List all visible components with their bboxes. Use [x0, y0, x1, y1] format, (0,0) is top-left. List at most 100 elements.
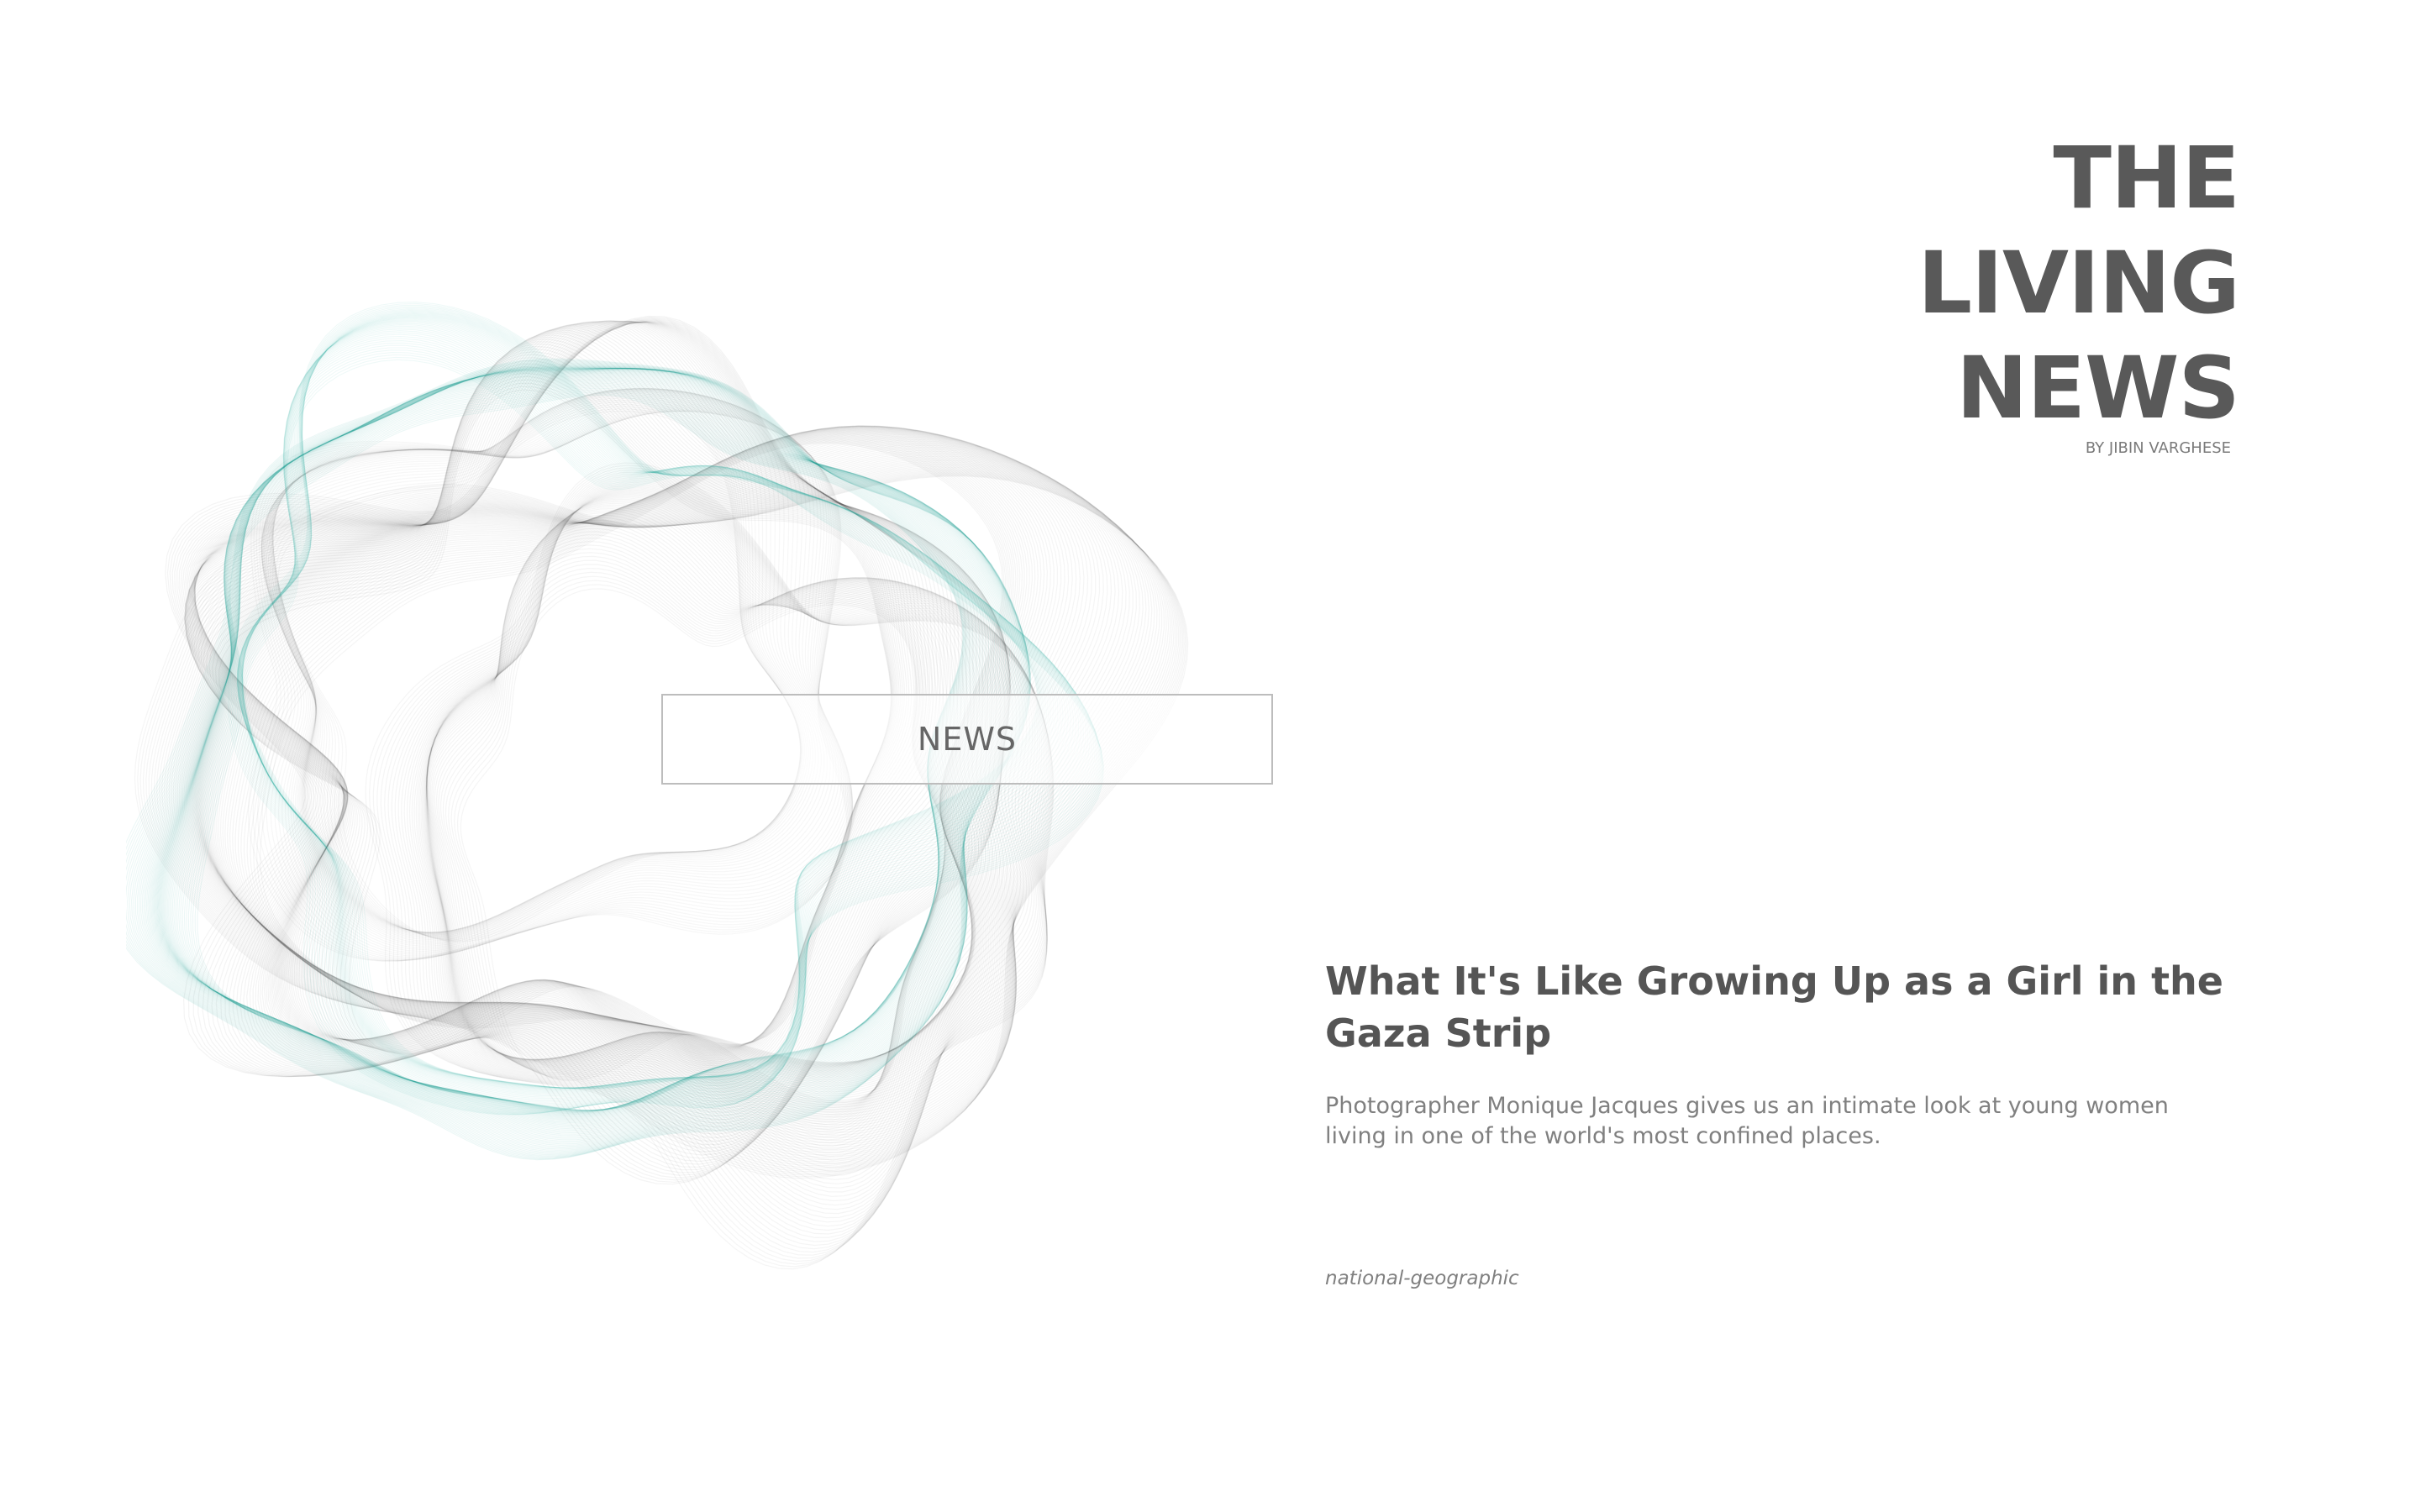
ribbon-strand	[192, 320, 972, 1106]
ribbon-strand	[384, 474, 1052, 1256]
ribbon-strand	[272, 406, 802, 940]
site-title-line-1: THE	[2053, 129, 2240, 228]
ribbon-strand	[189, 442, 1134, 1121]
ribbon-strand	[203, 425, 1065, 1083]
ribbon-strand	[264, 387, 822, 935]
ribbon-strand	[204, 425, 1062, 1081]
ribbon-strand	[266, 399, 802, 937]
ribbon-strand	[397, 480, 1048, 1242]
ribbon-strand	[229, 303, 1104, 1116]
ribbon-strand	[235, 308, 1102, 1112]
ribbon-strand	[198, 428, 1089, 1093]
article-summary: Photographer Monique Jacques gives us an…	[1325, 1093, 2169, 1149]
ribbon-strand	[171, 459, 1167, 1151]
ribbon-strand	[186, 325, 940, 1079]
ribbon-strand	[156, 368, 1003, 1126]
ribbon-strand	[255, 410, 850, 962]
ribbon-strand	[192, 391, 965, 1111]
ribbon-strand	[239, 312, 1097, 1108]
ribbon-strand	[175, 457, 1163, 1146]
ribbon-strand	[211, 426, 1045, 1074]
ribbon-strand	[168, 375, 978, 1114]
ribbon-strand	[264, 397, 802, 937]
ribbon-strand	[240, 321, 1077, 1095]
ribbon-strand	[237, 330, 1059, 1090]
ribbon-strand	[214, 427, 1039, 1073]
ribbon-strand	[241, 318, 1084, 1100]
ribbon-strand	[240, 319, 1080, 1097]
ribbon-strand	[270, 403, 853, 955]
ribbon-strand	[240, 352, 1041, 1089]
ribbon-strand	[387, 475, 1051, 1253]
ribbon-strand	[176, 381, 971, 1112]
ribbon-strand	[260, 391, 807, 933]
ribbon-strand	[183, 321, 1007, 1163]
ribbon-strand	[188, 351, 903, 1054]
ribbon-strand	[193, 436, 1120, 1110]
ribbon-strand	[454, 580, 946, 1105]
ribbon-strand	[166, 373, 981, 1116]
ribbon-strand	[186, 327, 937, 1076]
ribbon-strand	[194, 320, 986, 1124]
ribbon-strand	[208, 425, 1051, 1077]
article-source-link[interactable]: national-geographic	[1325, 1268, 1519, 1289]
ribbon-strand	[258, 409, 851, 962]
ribbon-strand	[176, 319, 1010, 1173]
ribbon-strand	[190, 321, 1002, 1149]
ribbon-strand	[272, 397, 849, 948]
ribbon-strand	[126, 362, 1030, 1157]
ribbon-strand	[150, 368, 1017, 1137]
ribbon-strand	[243, 356, 1039, 1089]
ribbon-strand	[187, 323, 948, 1084]
category-news-button[interactable]: NEWS	[661, 694, 1273, 785]
ribbon-strand	[193, 320, 992, 1131]
ribbon-strand	[150, 470, 1181, 1168]
ribbon-strand	[203, 372, 894, 1050]
ribbon-strand	[187, 389, 965, 1111]
ribbon-strand	[197, 431, 1101, 1099]
ribbon-strand	[450, 575, 946, 1107]
ribbon-strand	[141, 366, 1024, 1145]
ribbon-strand	[275, 408, 802, 942]
ribbon-strand	[265, 388, 825, 936]
ribbon-strand	[160, 370, 992, 1120]
ribbon-strand	[157, 368, 999, 1124]
ribbon-strand	[156, 468, 1178, 1165]
ribbon-strand	[129, 364, 1029, 1153]
ribbon-strand	[252, 410, 849, 962]
ribbon-strand	[148, 471, 1182, 1171]
ribbon-strand	[188, 323, 951, 1087]
ribbon-strand	[193, 360, 898, 1052]
ribbon-strand	[178, 454, 1158, 1142]
ribbon-strand	[171, 378, 974, 1113]
ribbon-strand	[240, 312, 1097, 1107]
ribbon-strand	[178, 320, 1010, 1171]
ribbon-strand	[158, 368, 997, 1122]
ribbon-strand	[126, 363, 1030, 1156]
ribbon-strand	[172, 459, 1165, 1148]
ribbon-strand	[191, 440, 1130, 1118]
ribbon-strand	[184, 331, 927, 1068]
ribbon-strand	[154, 469, 1180, 1167]
ribbon-strand	[369, 465, 1054, 1268]
article-headline[interactable]: What It's Like Growing Up as a Girl in t…	[1325, 958, 2224, 1056]
ribbon-strand	[270, 403, 802, 939]
teal-ribbons	[126, 302, 1105, 1161]
ribbon-strand	[155, 368, 1005, 1127]
ribbon-strand	[272, 396, 847, 947]
ribbon-strand	[267, 406, 854, 958]
ribbon-strand	[250, 438, 1007, 1064]
ribbon-strand	[242, 316, 1089, 1102]
ribbon-strand	[189, 322, 955, 1089]
ribbon-strand	[260, 389, 812, 933]
ribbon-strand	[182, 321, 1008, 1165]
ribbon-strand	[192, 357, 900, 1053]
ribbon-strand	[263, 408, 853, 960]
ribbon-strand	[234, 307, 1102, 1113]
ribbon-strand	[145, 472, 1184, 1173]
ribbon-strand	[195, 433, 1113, 1105]
ribbon-strand	[186, 343, 910, 1058]
ribbon-strand	[131, 365, 1029, 1152]
ribbon-strand	[202, 426, 1073, 1085]
ribbon-strand	[207, 425, 1055, 1078]
